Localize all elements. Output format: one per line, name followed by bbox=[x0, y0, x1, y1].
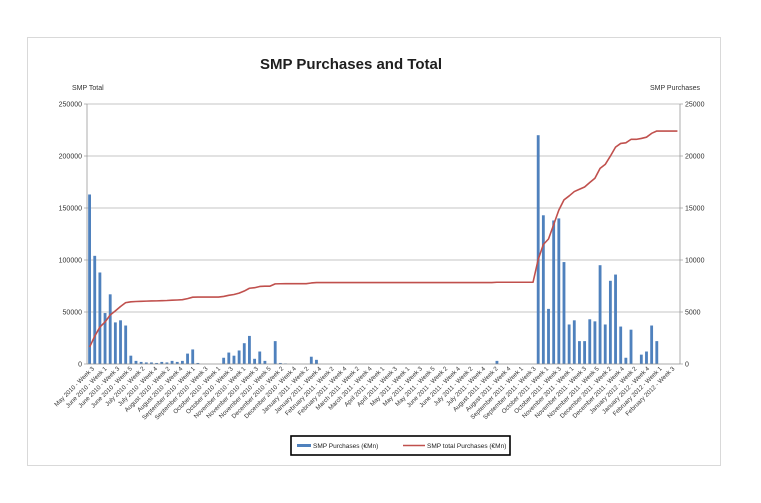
bar bbox=[103, 313, 107, 364]
bar bbox=[248, 335, 251, 364]
bar bbox=[160, 361, 164, 364]
bar bbox=[598, 265, 602, 364]
bar bbox=[134, 360, 138, 364]
bar bbox=[608, 280, 612, 364]
bar bbox=[253, 358, 257, 364]
bar bbox=[567, 324, 571, 364]
right-axis-label: SMP Purchases bbox=[650, 85, 701, 92]
bar bbox=[242, 343, 246, 364]
bar bbox=[495, 360, 499, 364]
bar bbox=[645, 351, 648, 364]
chart-frame bbox=[27, 37, 721, 466]
legend-label-purchases: SMP Purchases (€Mn) bbox=[313, 443, 378, 450]
bar bbox=[278, 362, 282, 364]
bar bbox=[170, 360, 174, 364]
right-tick-label: 20000 bbox=[685, 154, 705, 161]
bar bbox=[315, 359, 318, 364]
bar bbox=[639, 354, 643, 364]
left-tick-label: 100000 bbox=[59, 258, 82, 265]
bar bbox=[258, 351, 262, 364]
bar bbox=[619, 326, 623, 364]
bar bbox=[263, 360, 267, 364]
bar bbox=[624, 357, 628, 364]
bar bbox=[655, 341, 659, 364]
right-tick-label: 0 bbox=[685, 362, 689, 369]
bar bbox=[175, 361, 179, 364]
left-tick-label: 250000 bbox=[59, 102, 82, 109]
bar bbox=[536, 135, 540, 364]
legend-label-total: SMP total Purchases (€Mn) bbox=[427, 443, 506, 450]
chart-title: SMP Purchases and Total bbox=[260, 56, 442, 73]
bar bbox=[588, 319, 592, 364]
bar bbox=[150, 362, 153, 364]
bar bbox=[614, 274, 617, 364]
bar bbox=[191, 349, 195, 364]
left-tick-label: 50000 bbox=[63, 310, 83, 317]
bar bbox=[180, 360, 184, 364]
bar bbox=[196, 362, 200, 364]
right-tick-label: 10000 bbox=[685, 258, 705, 265]
line-series bbox=[88, 130, 678, 348]
bar bbox=[583, 341, 587, 364]
bar bbox=[88, 194, 91, 364]
bar bbox=[237, 350, 241, 364]
bar bbox=[124, 325, 128, 364]
bar-series bbox=[88, 135, 659, 364]
bar bbox=[93, 255, 97, 364]
bar bbox=[572, 320, 576, 364]
bar bbox=[593, 321, 597, 364]
left-tick-label: 150000 bbox=[59, 206, 82, 213]
bar bbox=[557, 218, 561, 364]
total-line bbox=[88, 130, 678, 348]
gridlines bbox=[87, 103, 680, 313]
legend: SMP Purchases (€Mn) SMP total Purchases … bbox=[290, 435, 511, 456]
bar bbox=[603, 324, 607, 364]
left-tick-label: 200000 bbox=[59, 154, 82, 161]
bar bbox=[155, 362, 159, 364]
left-tick-label: 0 bbox=[78, 362, 82, 369]
legend-swatch-purchases bbox=[297, 444, 311, 447]
axes: 0 50000 100000 150000 200000 250000 0 5000 10000… bbox=[59, 102, 705, 369]
right-tick-label: 5000 bbox=[685, 310, 701, 317]
bar bbox=[113, 322, 117, 364]
bar bbox=[186, 353, 189, 364]
bar bbox=[165, 362, 169, 364]
bar bbox=[129, 355, 133, 364]
bar bbox=[578, 341, 581, 364]
right-tick-label: 25000 bbox=[685, 102, 705, 109]
bar bbox=[629, 329, 633, 364]
right-tick-label: 15000 bbox=[685, 206, 705, 213]
bar bbox=[552, 220, 556, 364]
bar bbox=[541, 215, 545, 364]
bar bbox=[222, 357, 226, 364]
bar bbox=[98, 272, 102, 364]
bar bbox=[108, 294, 112, 364]
bar bbox=[273, 341, 277, 364]
bar bbox=[144, 362, 148, 364]
bar bbox=[547, 308, 550, 364]
legend-box bbox=[290, 435, 511, 456]
bar bbox=[562, 262, 566, 364]
bar bbox=[227, 352, 231, 364]
bar bbox=[139, 361, 143, 364]
bar bbox=[309, 356, 313, 364]
bar bbox=[232, 355, 236, 364]
bar bbox=[650, 325, 654, 364]
left-axis-label: SMP Total bbox=[72, 85, 104, 92]
bar bbox=[119, 320, 122, 364]
